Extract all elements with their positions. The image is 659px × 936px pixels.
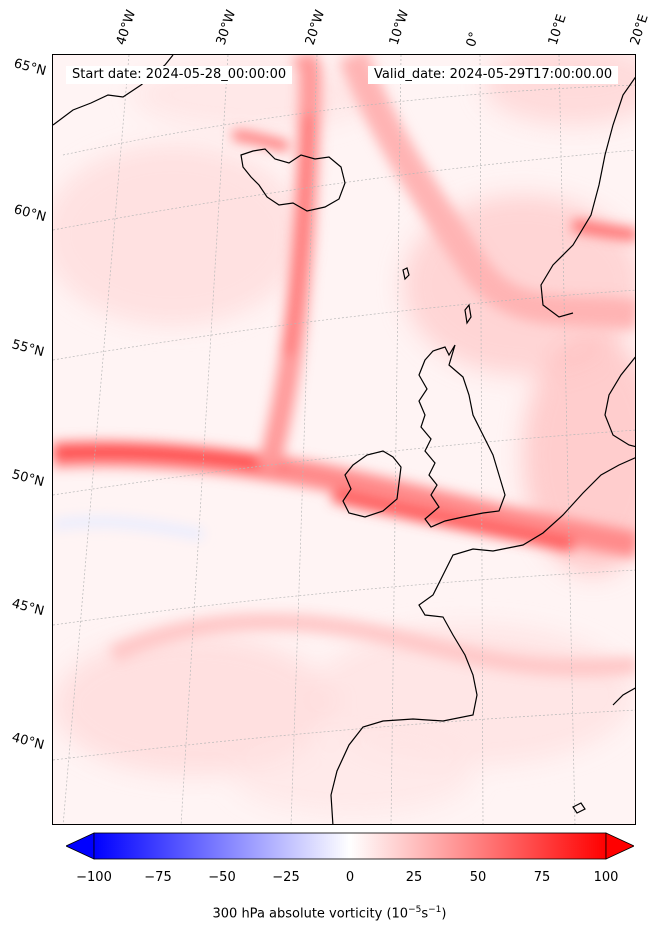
colorbar-label-mid: s [421, 906, 429, 922]
lon-label-0: 0° [463, 30, 483, 49]
lat-label-60n: 60°N [12, 202, 48, 226]
valid-date-label: Valid_date: 2024-05-29T17:00:00.00 [368, 66, 619, 84]
coast-ireland [342, 450, 402, 518]
lat-label-65n: 65°N [12, 56, 48, 80]
coast-iceland [240, 148, 346, 212]
map-panel [52, 54, 636, 825]
coast-spain-east [612, 687, 635, 706]
colorbar-tick: −25 [272, 870, 300, 885]
colorbar-label-exp2: −1 [428, 905, 442, 915]
vorticity-map [53, 55, 635, 824]
colorbar-extend-max [605, 832, 634, 860]
colorbar-tick: 50 [469, 870, 487, 885]
colorbar-tick: 100 [593, 870, 619, 885]
lon-label-30w: 30°W [213, 8, 240, 47]
colorbar-label-end: ) [441, 906, 447, 922]
colorbar-label: 300 hPa absolute vorticity (10−5s−1) [0, 905, 659, 921]
start-date-label: Start date: 2024-05-28_00:00:00 [66, 66, 293, 84]
lon-label-10w: 10°W [386, 8, 413, 47]
colorbar-label-text: 300 hPa absolute vorticity (10 [212, 906, 409, 922]
lon-label-10e: 10°E [545, 12, 570, 48]
lat-label-55n: 55°N [10, 337, 46, 361]
colorbar-label-exp1: −5 [408, 905, 422, 915]
colorbar-tick: 25 [405, 870, 423, 885]
coast-great-britain [418, 344, 506, 528]
coast-europe-north [330, 457, 635, 824]
coast-norway [540, 76, 635, 318]
lat-label-45n: 45°N [10, 596, 46, 620]
colorbar-tick: 0 [345, 870, 355, 885]
lat-label-40n: 40°N [10, 730, 46, 754]
colorbar [66, 832, 634, 860]
coast-faroes [402, 267, 410, 281]
colorbar-tick: −75 [144, 870, 172, 885]
lat-label-50n: 50°N [10, 467, 46, 491]
vorticity-field-streaks [53, 55, 635, 677]
colorbar-tick: −50 [208, 870, 236, 885]
colorbar-tick: 75 [533, 870, 551, 885]
lon-label-20e: 20°E [627, 12, 652, 48]
colorbar-extend-min [66, 832, 95, 860]
lon-label-20w: 20°W [302, 8, 329, 47]
coast-denmark-sweden [604, 356, 635, 448]
coast-shetland [464, 303, 472, 325]
lon-label-40w: 40°W [113, 8, 140, 47]
graticule [53, 55, 635, 824]
colorbar-gradient [93, 832, 607, 860]
colorbar-tick: −100 [76, 870, 112, 885]
coast-balearic [572, 802, 586, 814]
